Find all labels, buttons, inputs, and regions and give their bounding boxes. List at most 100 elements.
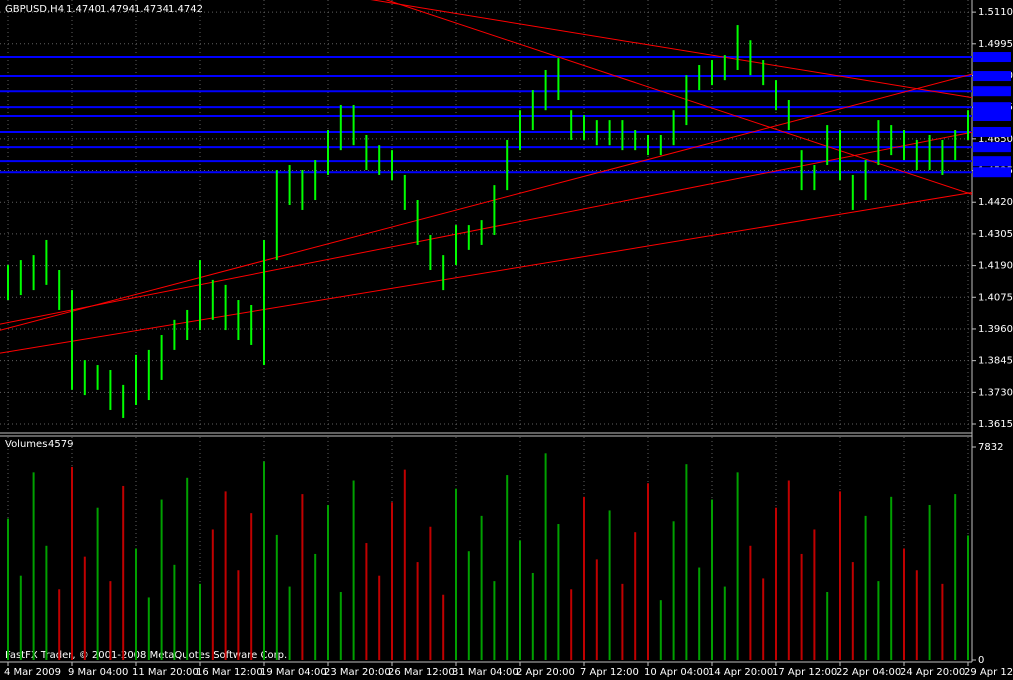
x-tick-label: 4 Mar 2009 bbox=[4, 667, 61, 678]
volume-bar bbox=[96, 507, 99, 660]
price-bar bbox=[672, 110, 675, 146]
y-tick-label: 1.4995 bbox=[978, 39, 1013, 50]
price-bar bbox=[723, 55, 726, 81]
trend-line bbox=[370, 0, 972, 99]
price-bar bbox=[391, 150, 393, 181]
y-tick-label: 1.3845 bbox=[978, 356, 1013, 367]
volume-last: 4579 bbox=[48, 439, 73, 450]
volume-bar bbox=[71, 466, 73, 660]
y-tick-label: 1.4075 bbox=[978, 292, 1013, 303]
volume-bar bbox=[263, 461, 265, 660]
symbol: GBPUSD,H4 bbox=[5, 4, 64, 15]
price-bar bbox=[301, 169, 304, 210]
y-tick-label: 1.4190 bbox=[978, 261, 1013, 272]
volume-bar bbox=[403, 469, 406, 660]
price-bar bbox=[864, 160, 867, 201]
volume-bar bbox=[45, 545, 48, 660]
price-bar bbox=[787, 100, 790, 131]
price-bar bbox=[519, 110, 521, 151]
price-bar bbox=[621, 120, 624, 151]
volume-bar bbox=[685, 464, 688, 660]
price-bar bbox=[327, 130, 329, 175]
volume-bar bbox=[915, 570, 918, 660]
x-tick-label: 9 Mar 04:00 bbox=[68, 667, 128, 678]
volume-bar bbox=[391, 502, 393, 660]
price-bar bbox=[32, 255, 35, 291]
volume-bar bbox=[890, 496, 893, 660]
price-bar bbox=[71, 290, 73, 390]
volume-bar bbox=[109, 581, 112, 660]
price-bar bbox=[365, 135, 368, 170]
price-bar bbox=[711, 60, 713, 86]
volume-bar bbox=[723, 586, 726, 660]
quote-open: 1.4740 bbox=[66, 4, 101, 15]
price-bar bbox=[595, 120, 598, 146]
volume-bar bbox=[531, 572, 534, 660]
volume-bar bbox=[583, 496, 585, 660]
price-bar bbox=[378, 145, 381, 175]
x-tick-label: 29 Apr 12:00 bbox=[964, 667, 1013, 678]
volume-bar bbox=[301, 494, 304, 660]
price-bar bbox=[647, 135, 649, 156]
price-bar bbox=[685, 75, 688, 126]
x-tick-label: 11 Mar 20:00 bbox=[132, 667, 199, 678]
price-bar bbox=[570, 110, 573, 140]
price-bar bbox=[416, 200, 419, 245]
volume-bar bbox=[698, 567, 701, 660]
y-tick-label: 1.4305 bbox=[978, 229, 1013, 240]
y-tick-label: 1.3730 bbox=[978, 387, 1013, 398]
volume-tick-label: 7832 bbox=[978, 442, 1003, 453]
volume-bar bbox=[378, 575, 381, 660]
price-bar bbox=[339, 104, 342, 151]
price-bar bbox=[941, 139, 944, 175]
price-bar bbox=[45, 239, 48, 285]
volume-bar bbox=[288, 586, 291, 660]
volume-bar bbox=[416, 562, 419, 660]
volume-bar bbox=[787, 480, 790, 660]
volume-bar bbox=[621, 583, 624, 660]
price-bar bbox=[762, 60, 765, 86]
x-tick-label: 26 Mar 12:00 bbox=[388, 667, 455, 678]
price-bar bbox=[429, 235, 432, 270]
trend-line bbox=[0, 73, 972, 331]
y-tick-label: 1.3615 bbox=[978, 419, 1013, 430]
volume-bar bbox=[147, 597, 150, 660]
volume-bar bbox=[839, 491, 841, 660]
price-bar bbox=[186, 309, 189, 340]
volume-bar bbox=[327, 504, 329, 660]
volume-bar bbox=[659, 600, 662, 660]
volume-bar bbox=[480, 515, 483, 660]
price-bar bbox=[122, 384, 125, 418]
price-bar bbox=[275, 169, 278, 261]
y-tick-label: 1.5110 bbox=[978, 7, 1013, 18]
volume-bar bbox=[762, 578, 765, 660]
x-tick-label: 31 Mar 04:00 bbox=[452, 667, 519, 678]
volume-bar bbox=[813, 529, 816, 660]
volume-bar bbox=[365, 543, 368, 660]
price-bar bbox=[736, 25, 739, 70]
price-bar bbox=[96, 365, 99, 390]
price-bar bbox=[813, 165, 816, 191]
price-bar bbox=[442, 255, 445, 291]
level-tag bbox=[973, 110, 1011, 121]
x-tick-label: 14 Apr 20:00 bbox=[708, 667, 773, 678]
price-bar bbox=[250, 304, 253, 345]
price-bar bbox=[135, 354, 137, 405]
trend-line bbox=[0, 131, 972, 325]
volume-bar bbox=[672, 521, 675, 660]
volume-bar bbox=[135, 548, 137, 660]
copyright: FastFX Trader, © 2001-2008 MetaQuotes So… bbox=[5, 650, 287, 661]
price-bar bbox=[160, 335, 163, 380]
price-bar bbox=[915, 139, 918, 170]
volume-bar bbox=[557, 524, 560, 660]
price-bar bbox=[173, 319, 176, 350]
trend-line bbox=[385, 0, 972, 195]
volume-bar bbox=[58, 589, 61, 660]
quote-high: 1.4794 bbox=[100, 4, 135, 15]
volume-bar bbox=[506, 475, 509, 660]
price-bar bbox=[775, 80, 777, 111]
price-bar bbox=[800, 150, 803, 191]
price-bar bbox=[826, 125, 829, 166]
volume-bar bbox=[442, 594, 445, 660]
